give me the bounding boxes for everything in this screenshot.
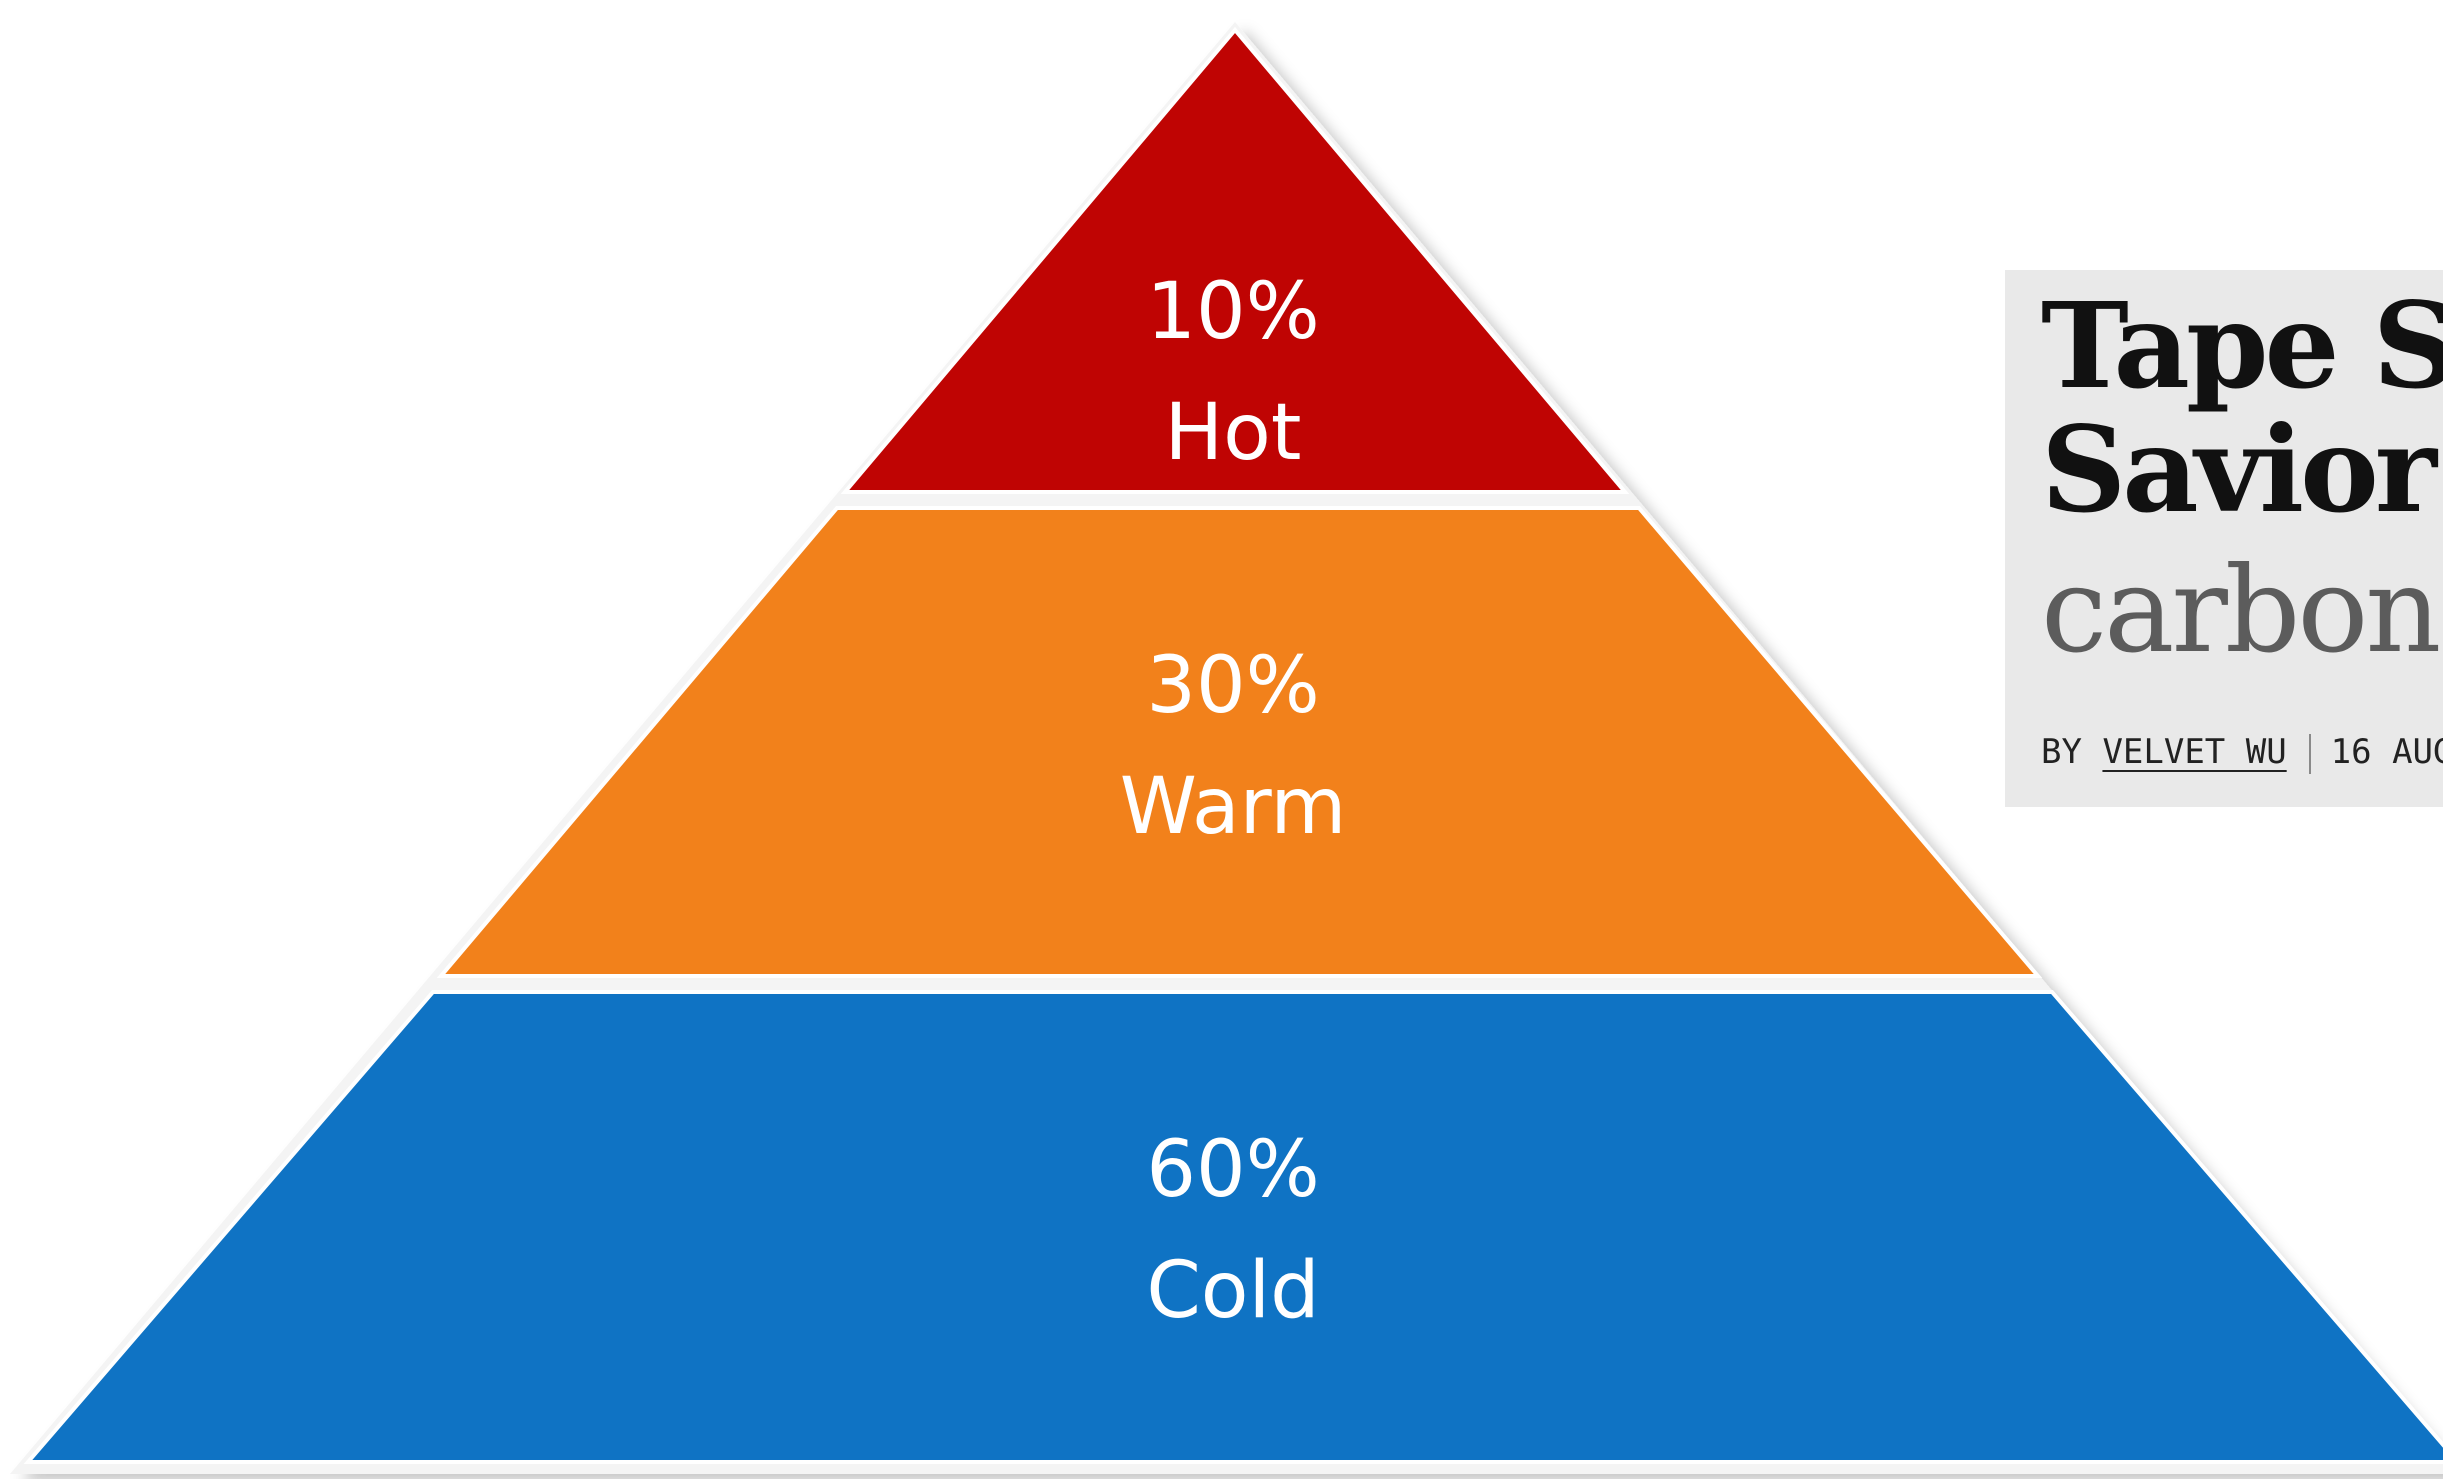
tier-cold-label: Cold bbox=[1146, 1246, 1319, 1336]
tier-hot bbox=[840, 26, 1630, 494]
headline-line-1: Tape St bbox=[2041, 276, 2443, 415]
byline-divider bbox=[2308, 733, 2311, 774]
article-headline[interactable]: Tape St Savior bbox=[2041, 284, 2443, 532]
byline: BY VELVET WU 16 AUG bbox=[2041, 732, 2443, 774]
tier-warm-percent: 30% bbox=[1146, 641, 1319, 731]
tier-hot-percent: 10% bbox=[1146, 267, 1319, 357]
article-date: 16 AUG bbox=[2330, 732, 2443, 772]
article-dek: carbon bbox=[2041, 541, 2441, 679]
tier-warm-label: Warm bbox=[1120, 762, 1347, 852]
tier-warm bbox=[436, 506, 2043, 978]
author-link[interactable]: VELVET WU bbox=[2102, 732, 2287, 772]
byline-prefix: BY bbox=[2041, 732, 2082, 772]
tier-hot-label: Hot bbox=[1165, 388, 1302, 478]
tier-cold bbox=[23, 990, 2443, 1464]
tier-cold-percent: 60% bbox=[1146, 1125, 1319, 1215]
headline-line-2: Savior bbox=[2041, 400, 2437, 539]
article-card[interactable]: Tape St Savior carbon BY VELVET WU 16 AUG bbox=[2005, 270, 2443, 807]
